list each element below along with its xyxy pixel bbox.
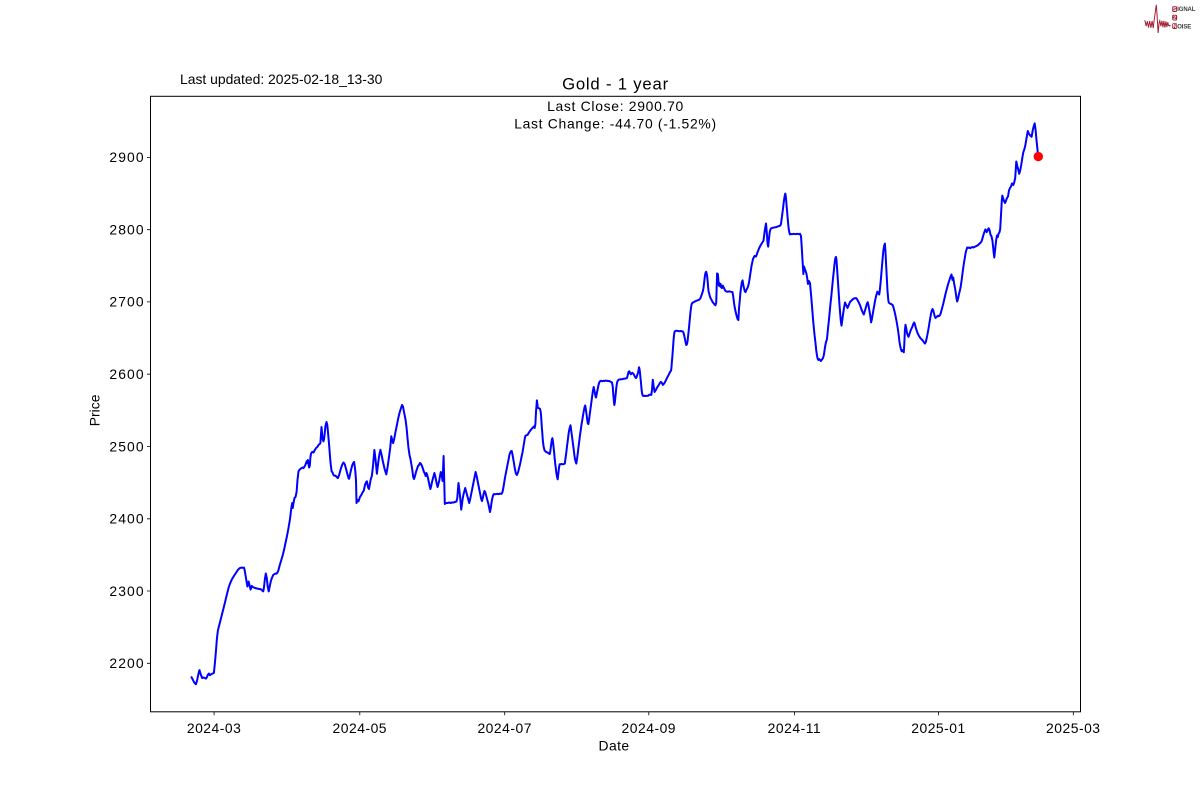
svg-text:Last Change: -44.70 (-1.52%): Last Change: -44.70 (-1.52%): [514, 116, 717, 132]
svg-text:Last updated: 2025-02-18_13-30: Last updated: 2025-02-18_13-30: [180, 71, 383, 87]
svg-text:Gold - 1 year: Gold - 1 year: [562, 75, 669, 94]
svg-text:2200: 2200: [109, 655, 144, 671]
svg-text:S: S: [1173, 7, 1177, 13]
svg-text:Price: Price: [87, 394, 103, 426]
svg-text:2: 2: [1173, 15, 1176, 21]
svg-text:2400: 2400: [109, 511, 144, 527]
svg-text:2025-01: 2025-01: [911, 720, 965, 736]
svg-text:2900: 2900: [109, 149, 144, 165]
svg-text:2024-07: 2024-07: [477, 720, 531, 736]
svg-text:Date: Date: [599, 738, 630, 754]
svg-text:2700: 2700: [109, 294, 144, 310]
svg-text:IGNAL: IGNAL: [1177, 7, 1196, 13]
svg-text:2024-03: 2024-03: [187, 720, 241, 736]
svg-text:N: N: [1173, 24, 1177, 30]
svg-text:Last Close: 2900.70: Last Close: 2900.70: [547, 98, 684, 114]
svg-text:2800: 2800: [109, 222, 144, 238]
svg-text:OISE: OISE: [1177, 25, 1191, 31]
svg-text:2024-05: 2024-05: [333, 720, 387, 736]
svg-text:2025-03: 2025-03: [1046, 720, 1100, 736]
svg-text:2300: 2300: [109, 583, 144, 599]
svg-text:2024-11: 2024-11: [768, 720, 821, 736]
svg-text:2600: 2600: [109, 366, 144, 382]
svg-text:2024-09: 2024-09: [622, 720, 676, 736]
svg-text:2500: 2500: [109, 438, 144, 454]
